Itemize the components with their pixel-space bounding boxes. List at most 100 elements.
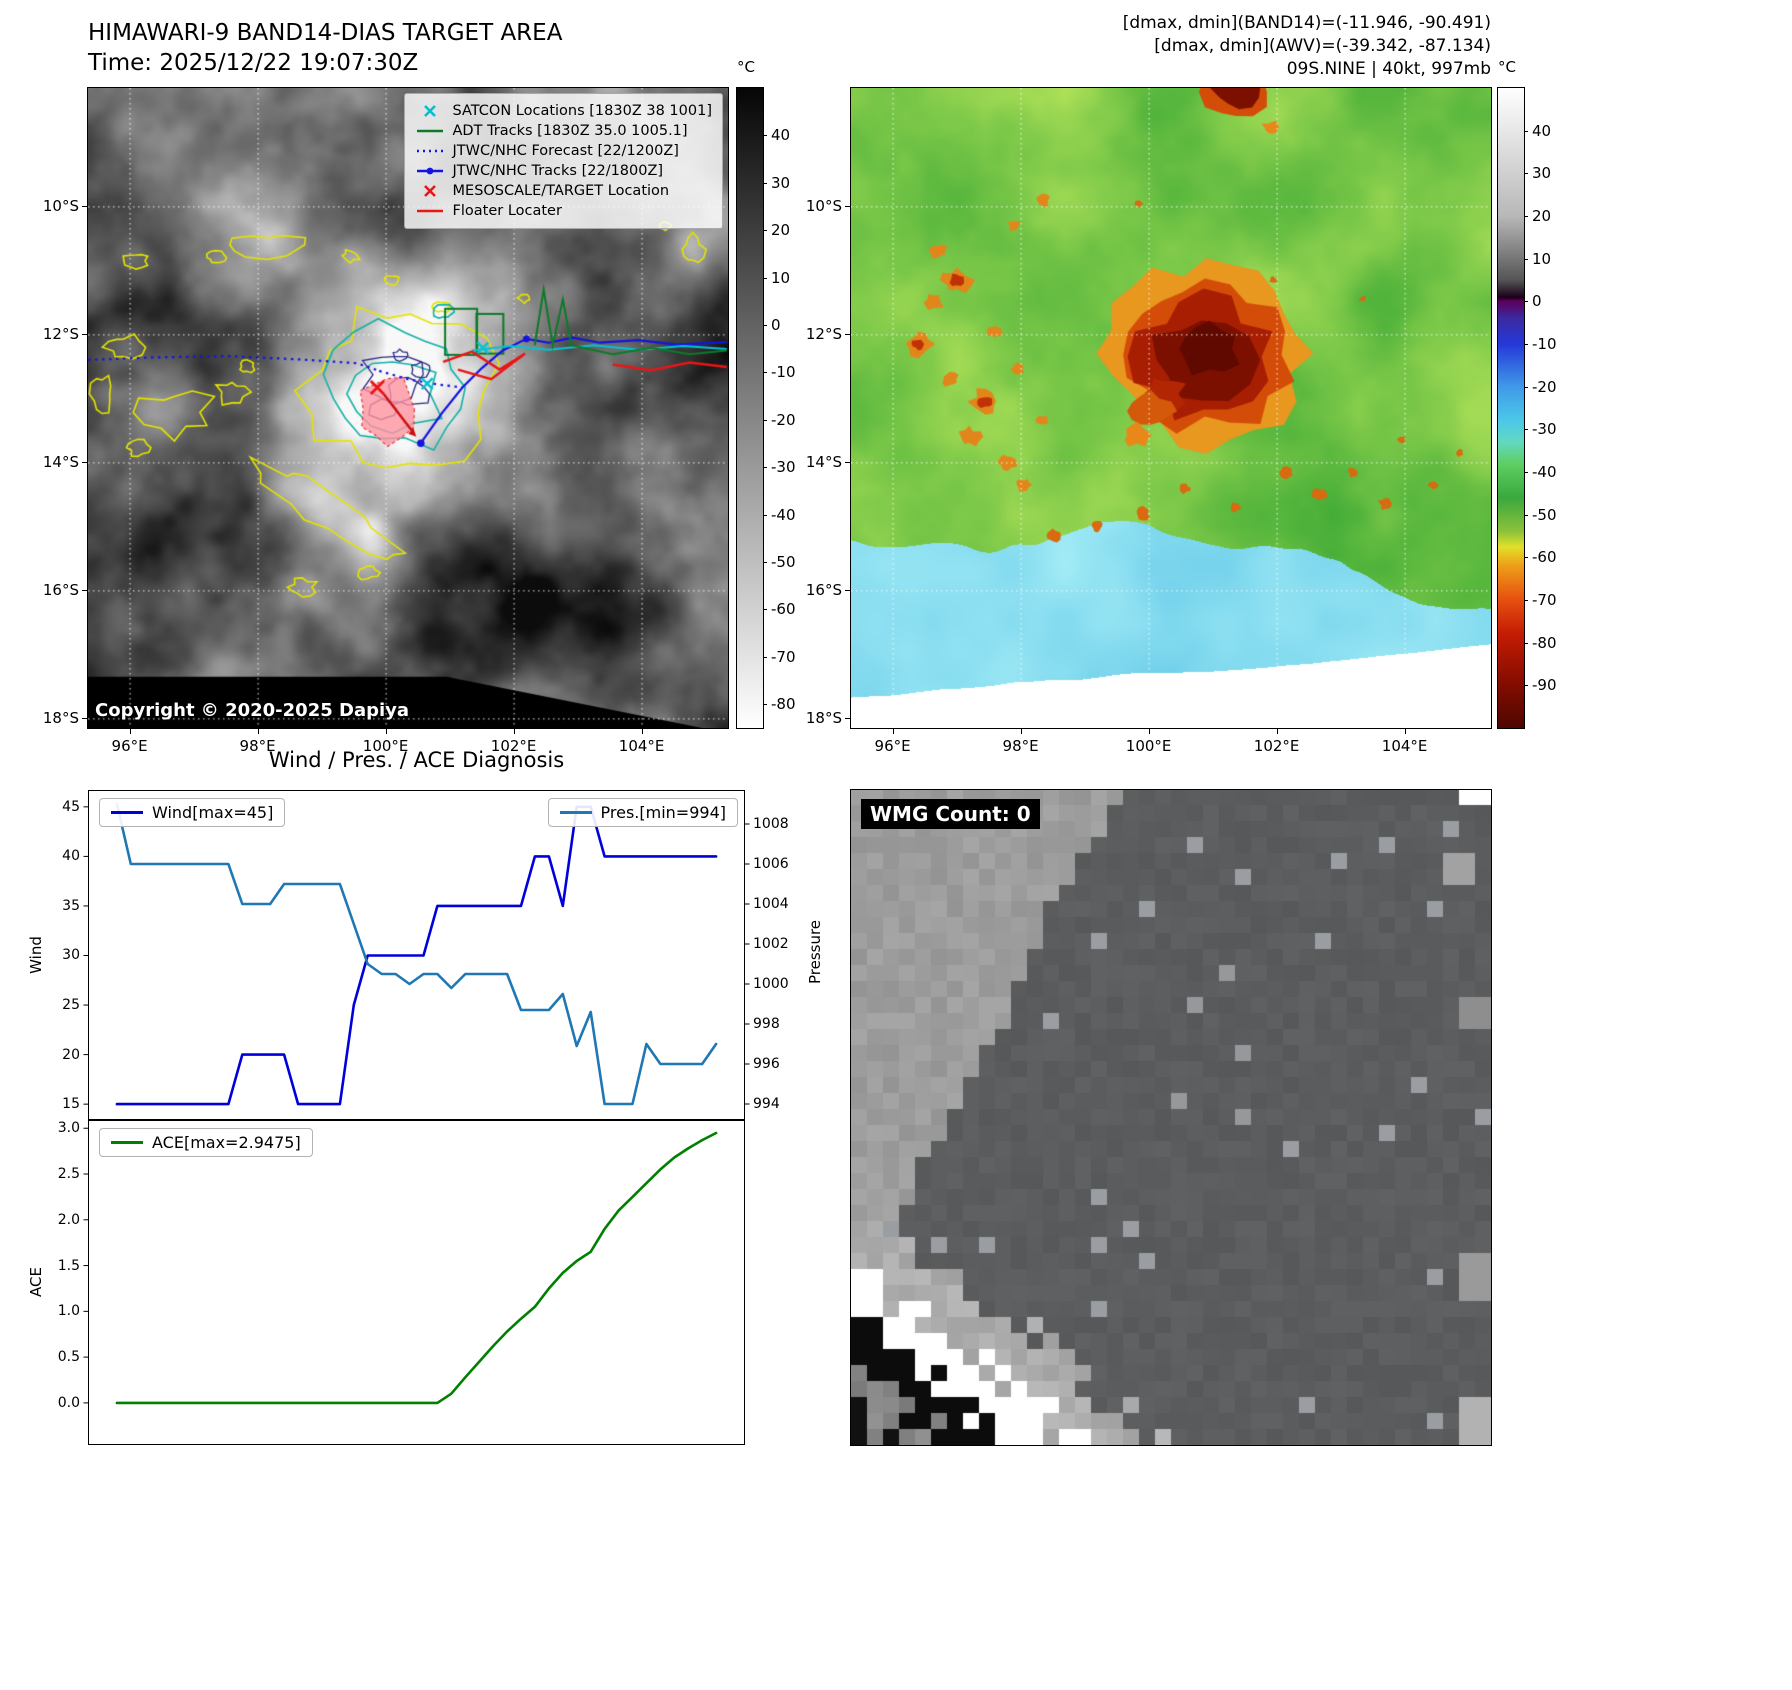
tick-mark [641,729,643,734]
chart-left-tick: 40 [62,848,80,865]
band14-colorbar-tick: -60 [771,600,796,619]
legend-item-label: JTWC/NHC Tracks [22/1800Z] [452,163,664,179]
band14-map-legend: SATCON Locations [1830Z 38 1001] ADT Trac… [403,93,723,229]
tick-mark [1524,173,1528,175]
awv-colorbar-tick: -30 [1532,420,1557,439]
tick-mark [763,135,767,137]
tick-mark [129,729,131,734]
band14-title: HIMAWARI-9 BAND14-DIAS TARGET AREA [88,20,563,46]
tick-mark [763,277,767,279]
tick-mark [1524,600,1528,601]
chart-left-tick: 2.0 [57,1211,80,1228]
pressure-line-swatch [559,811,592,814]
awv-colorbar-tick: 10 [1532,249,1552,268]
tick-mark [1524,557,1528,559]
tick-mark [1524,514,1528,516]
awv-latitude-tick: 12°S [805,325,842,344]
tick-mark [1524,344,1528,345]
tick-mark [845,590,850,592]
band14-latitude-tick: 16°S [42,581,79,600]
awv-latitude-tick: 10°S [805,197,842,216]
chart-right-tick: 1002 [753,936,789,952]
tick-mark [513,729,515,734]
band14-longitude-tick: 100°E [362,737,409,755]
awv-colorbar-tick: -60 [1532,548,1557,567]
legend-item-label: MESOSCALE/TARGET Location [452,183,670,199]
legend-item-label: ADT Tracks [1830Z 35.0 1005.1] [452,123,688,139]
wind-legend: Wind[max=45] [99,798,286,827]
band14-colorbar-tick: -40 [771,505,796,524]
chart-right-tick: 1006 [753,856,789,872]
ace-chart [83,1120,745,1445]
tick-mark [845,334,850,336]
band14-time-label: Time: 2025/12/22 19:07:30Z [88,50,419,76]
chart-right-tick: 998 [753,1016,780,1032]
tick-mark [1524,685,1528,687]
tick-mark [1020,729,1022,734]
awv-colorbar-tick: 30 [1532,164,1552,183]
tick-mark [763,467,767,469]
band14-satellite-map: SATCON Locations [1830Z 38 1001] ADT Trac… [87,87,729,729]
tick-mark [82,718,87,720]
legend-item: Floater Locater [415,201,712,221]
tick-mark [763,514,767,516]
diagnosis-title: Wind / Pres. / ACE Diagnosis [268,748,565,772]
tick-mark [1404,729,1406,734]
tick-mark [82,462,87,464]
tick-mark [1524,301,1528,303]
tick-mark [845,718,850,720]
legend-marker-icon [416,167,443,175]
tick-mark [1148,729,1150,734]
band14-colorbar-tick: 30 [771,173,791,192]
legend-item-label: Floater Locater [452,203,562,219]
band14-colorbar-tick: 0 [771,316,781,335]
legend-marker-icon [423,105,436,117]
tick-mark [845,462,850,464]
tick-mark [763,325,767,327]
band14-latitude-tick: 18°S [42,709,79,728]
chart-left-tick: 0.5 [57,1349,80,1366]
awv-colorbar [1497,87,1525,729]
band14-latitude-tick: 10°S [42,197,79,216]
tick-mark [763,419,767,421]
awv-imagery [851,88,1491,728]
band14-colorbar-tick: -50 [771,553,796,572]
awv-longitude-tick: 104°E [1381,737,1428,755]
tick-mark [1524,386,1528,388]
awv-longitude-tick: 98°E [1002,737,1039,755]
awv-colorbar-tick: -20 [1532,377,1557,396]
legend-item: MESOSCALE/TARGET Location [415,181,712,201]
tick-mark [763,609,767,611]
pressure-axis-label: Pressure [806,919,824,985]
tick-mark [892,729,894,734]
wind-pressure-chart [83,790,750,1120]
pressure-legend-label: Pres.[min=994] [600,803,726,822]
band14-colorbar-tick: 40 [771,126,791,145]
series-line-1 [115,802,718,1106]
band14-colorbar-tick: 20 [771,221,791,240]
awv-colorbar-tick: -10 [1532,335,1557,353]
awv-longitude-tick: 102°E [1253,737,1300,755]
tick-mark [1524,216,1528,217]
band14-longitude-tick: 96°E [111,737,148,755]
band14-colorbar-tick: -20 [771,410,796,429]
awv-latitude-tick: 18°S [805,709,842,728]
chart-left-tick: 30 [62,947,80,964]
storm-status-label: 09S.NINE | 40kt, 997mb [1286,59,1491,79]
pressure-legend: Pres.[min=994] [547,798,738,827]
legend-item-label: JTWC/NHC Forecast [22/1200Z] [452,143,679,159]
series-line-0 [115,805,718,1106]
awv-latitude-tick: 16°S [805,581,842,600]
band14-colorbar [736,87,764,729]
legend-marker-icon [416,129,443,133]
tick-mark [763,372,767,374]
wind-line-swatch [111,811,143,814]
awv-colorbar-tick: -70 [1532,591,1557,609]
tick-mark [1524,429,1528,431]
tick-mark [385,729,387,734]
awv-colorbar-tick: -40 [1532,463,1557,481]
tick-mark [1276,729,1278,734]
band14-longitude-tick: 98°E [239,737,276,755]
tick-mark [763,230,767,232]
